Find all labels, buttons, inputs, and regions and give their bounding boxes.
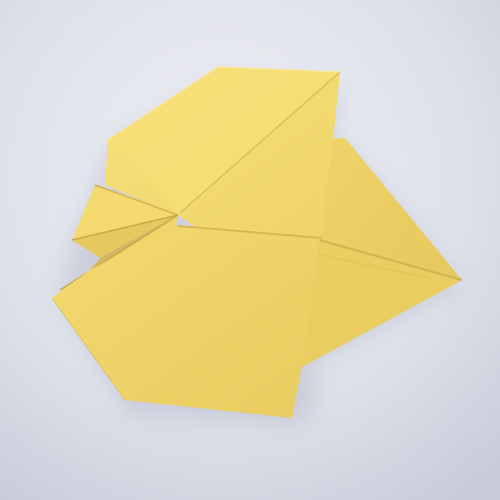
left-wing-crease-2 [71,214,179,241]
bottom-panel [52,225,320,418]
right-flap-crease [304,235,463,281]
top-edge-highlight [107,66,341,141]
left-wing-crease-3 [59,214,179,291]
top-panel-left-face [108,67,340,215]
top-panel-diagonal-crease [179,71,341,214]
left-wing-upper [72,185,178,240]
bottom-panel-edge-crease [51,297,126,401]
left-wing-crease-1 [94,184,179,216]
center-horizontal-crease [177,225,323,239]
left-wing-middle [72,215,178,258]
right-flap-inner-crease [319,254,431,279]
